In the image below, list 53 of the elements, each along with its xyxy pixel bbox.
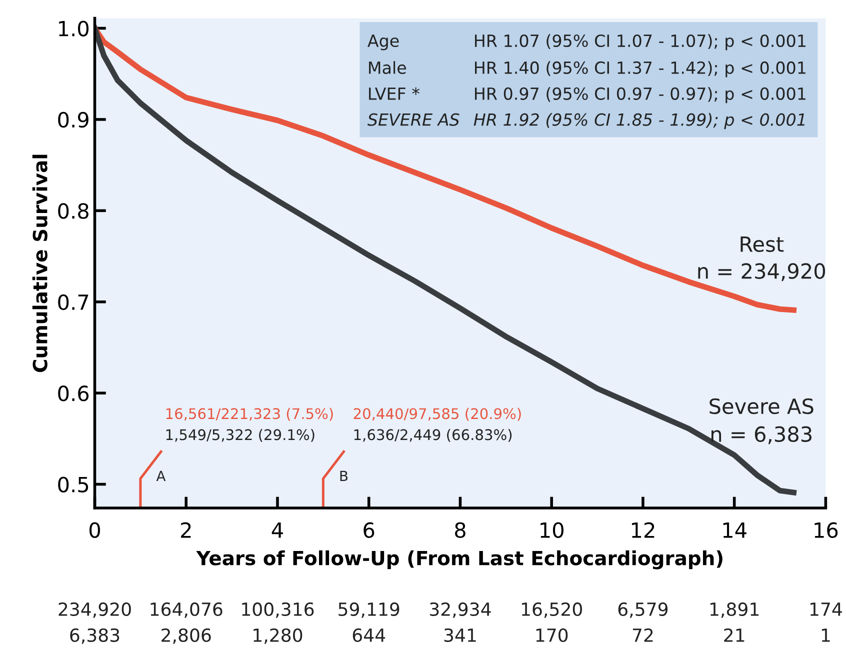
text: 234,920 bbox=[58, 602, 131, 618]
annotation: HR 1.40 (95% CI 1.37 - 1.42); p < 0.001 bbox=[475, 61, 806, 78]
annotation: Male bbox=[369, 61, 406, 74]
text: 1,891 bbox=[710, 602, 759, 618]
y-axis-title: Cumulative Survival bbox=[32, 154, 48, 372]
text: 100,316 bbox=[242, 602, 314, 618]
x-tick-label: 8 bbox=[455, 522, 466, 538]
y-tick-label: 0.7 bbox=[58, 294, 88, 310]
text: 174 bbox=[810, 602, 842, 616]
text: 2,806 bbox=[162, 628, 211, 644]
annotation: 20,440/97,585 (20.9%) bbox=[354, 408, 521, 421]
text: 6,383 bbox=[70, 628, 120, 644]
y-tick-label: 0.5 bbox=[58, 476, 88, 492]
y-tick-label: 0.8 bbox=[58, 203, 88, 219]
x-tick-label: 14 bbox=[723, 522, 746, 538]
x-tick-label: 16 bbox=[814, 522, 838, 538]
annotation: 1,636/2,449 (66.83%) bbox=[354, 428, 512, 442]
text: 59,119 bbox=[338, 602, 400, 618]
x-tick-label: 10 bbox=[540, 522, 564, 538]
x-tick-label: 12 bbox=[632, 522, 654, 538]
y-tick-label: 0.6 bbox=[58, 386, 89, 402]
annotation: SEVERE AS bbox=[367, 113, 460, 126]
text: 1,280 bbox=[254, 628, 302, 644]
text: 341 bbox=[444, 628, 476, 642]
x-tick-label: 4 bbox=[272, 522, 283, 538]
text: 1 bbox=[822, 628, 830, 642]
annotation: HR 0.97 (95% CI 0.97 - 0.97); p < 0.001 bbox=[475, 87, 806, 104]
series-label: Severe AS bbox=[710, 398, 814, 414]
annotation: HR 1.92 (95% CI 1.85 - 1.99); p < 0.001 bbox=[474, 113, 804, 130]
text: 16,520 bbox=[522, 602, 582, 618]
annotation: 16,561/221,323 (7.5%) bbox=[166, 408, 333, 421]
y-tick-label: 0.9 bbox=[58, 112, 88, 128]
text: 21 bbox=[724, 628, 744, 642]
x-axis-title: Years of Follow-Up (From Last Echocardiograph) bbox=[196, 550, 722, 570]
annotation: 1,549/5,322 (29.1%) bbox=[166, 428, 314, 442]
text: 170 bbox=[536, 628, 568, 642]
x-tick-label: 6 bbox=[364, 522, 374, 538]
text: 72 bbox=[632, 628, 653, 642]
x-tick-label: 2 bbox=[181, 522, 191, 538]
x-tick-label: 0 bbox=[90, 522, 100, 538]
annotation: LVEF * bbox=[369, 87, 420, 100]
ref-line-label: B bbox=[340, 470, 348, 481]
y-tick-label: 1.0 bbox=[59, 20, 89, 36]
text: 32,934 bbox=[430, 602, 491, 618]
annotation: n = 6,383 bbox=[711, 426, 812, 444]
ref-line-label: A bbox=[156, 470, 166, 481]
text: Rest bbox=[740, 236, 784, 252]
text: 6,579 bbox=[618, 602, 668, 618]
annotation: HR 1.07 (95% CI 1.07 - 1.07); p < 0.001 bbox=[475, 34, 806, 50]
annotation: n = 234,920 bbox=[698, 263, 826, 282]
annotation: Age bbox=[368, 34, 399, 50]
text: 644 bbox=[352, 628, 386, 642]
text: 164,076 bbox=[150, 602, 222, 618]
